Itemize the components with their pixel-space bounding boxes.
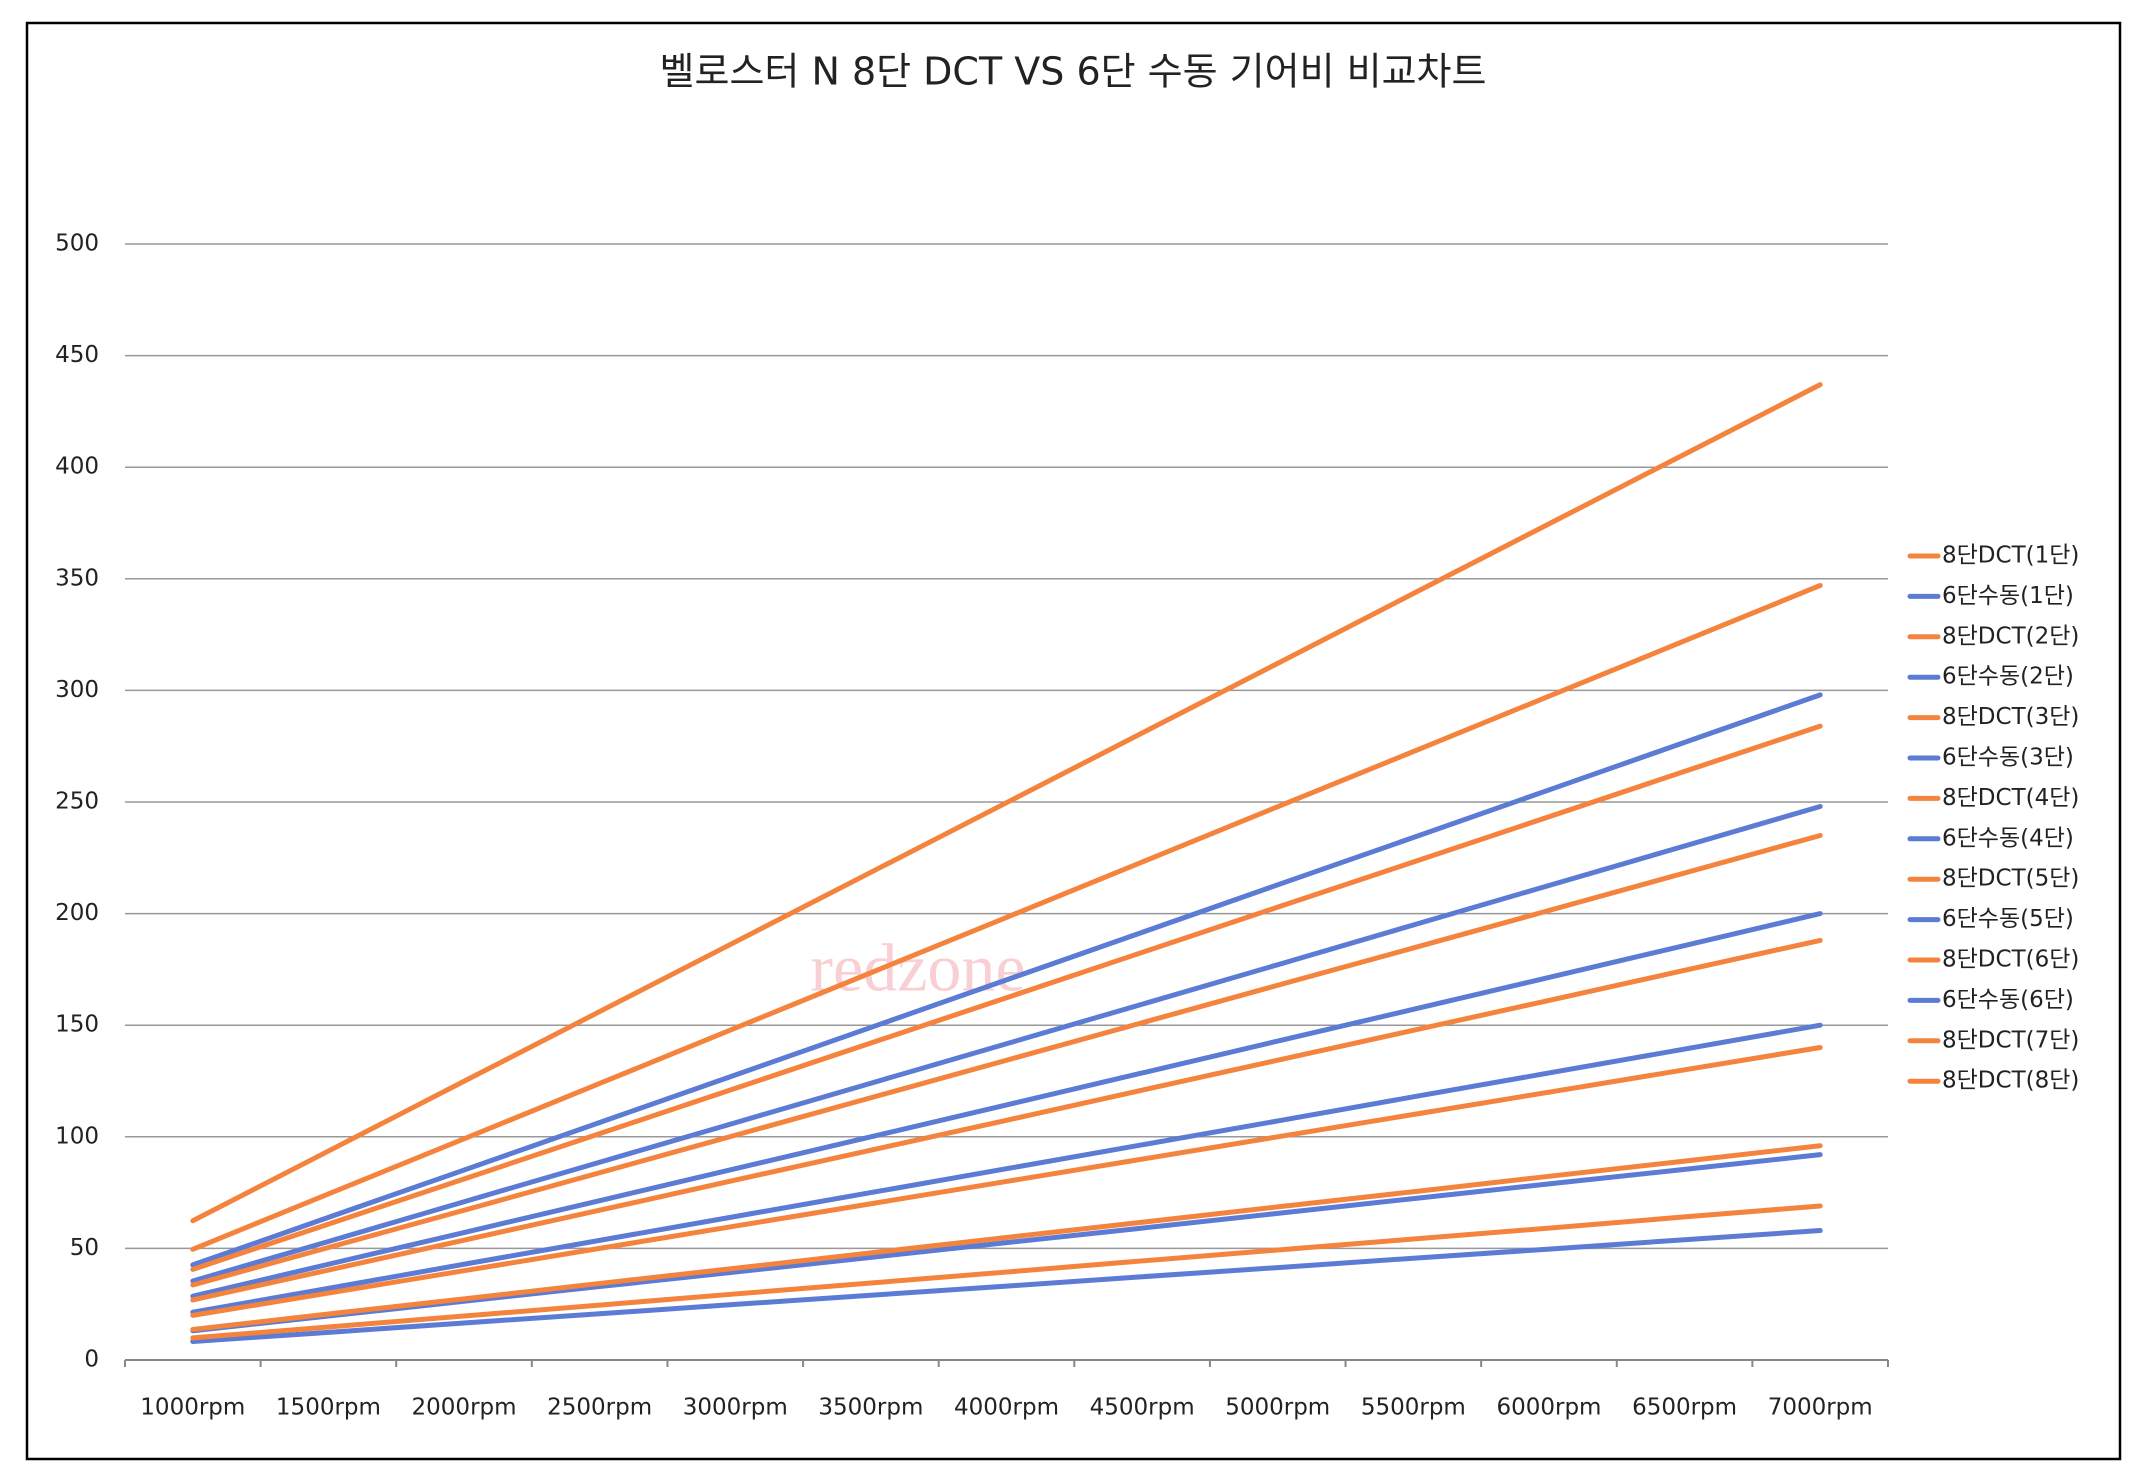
chart-title: 벨로스터 N 8단 DCT VS 6단 수동 기어비 비교차트: [660, 50, 1487, 94]
x-tick-label: 6000rpm: [1496, 1395, 1601, 1421]
x-tick-label: 1500rpm: [276, 1395, 381, 1421]
x-tick-label: 2000rpm: [412, 1395, 517, 1421]
y-tick-label: 500: [55, 231, 99, 257]
series-line: [190, 1143, 1823, 1332]
series-line: [190, 582, 1823, 1252]
legend-label: 8단DCT(5단): [1942, 866, 2079, 892]
x-tick-label: 1000rpm: [140, 1395, 245, 1421]
x-tick-label: 5500rpm: [1361, 1395, 1466, 1421]
y-tick-label: 400: [55, 454, 99, 480]
y-tick-label: 450: [55, 342, 99, 368]
x-tick-label: 3500rpm: [818, 1395, 923, 1421]
legend-label: 6단수동(3단): [1942, 745, 2074, 771]
series-line: [190, 382, 1823, 1224]
legend-label: 8단DCT(4단): [1942, 785, 2079, 811]
legend-label: 6단수동(5단): [1942, 906, 2074, 932]
legend-label: 6단수동(6단): [1942, 987, 2074, 1013]
x-tick-label: 3000rpm: [683, 1395, 788, 1421]
y-tick-label: 200: [55, 900, 99, 926]
legend-label: 8단DCT(8단): [1942, 1068, 2079, 1094]
x-tick-label: 7000rpm: [1768, 1395, 1873, 1421]
x-tick-label: 4000rpm: [954, 1395, 1059, 1421]
legend-label: 6단수동(2단): [1942, 664, 2074, 690]
x-tick-label: 5000rpm: [1225, 1395, 1330, 1421]
legend-label: 8단DCT(1단): [1942, 543, 2079, 569]
x-tick-label: 2500rpm: [547, 1395, 652, 1421]
series-line: [190, 1203, 1823, 1341]
y-tick-label: 300: [55, 677, 99, 703]
y-tick-label: 150: [55, 1012, 99, 1038]
y-tick-label: 350: [55, 565, 99, 591]
y-tick-label: 250: [55, 789, 99, 815]
y-tick-label: 0: [84, 1347, 99, 1373]
series-line: [190, 1045, 1823, 1318]
legend-label: 8단DCT(3단): [1942, 704, 2079, 730]
series-line: [190, 1022, 1823, 1315]
x-tick-label: 4500rpm: [1090, 1395, 1195, 1421]
y-tick-label: 100: [55, 1123, 99, 1149]
series-line: [190, 832, 1823, 1288]
legend-label: 6단수동(4단): [1942, 825, 2074, 851]
legend-label: 8단DCT(2단): [1942, 623, 2079, 649]
series-line: [190, 937, 1823, 1303]
series-line: [190, 911, 1823, 1299]
x-tick-label: 6500rpm: [1632, 1395, 1737, 1421]
y-tick-label: 50: [70, 1235, 99, 1261]
series-line: [190, 723, 1823, 1272]
legend-label: 6단수동(1단): [1942, 583, 2074, 609]
series-line: [190, 803, 1823, 1284]
series-line: [190, 1228, 1823, 1344]
legend-label: 8단DCT(6단): [1942, 947, 2079, 973]
series-line: [190, 692, 1823, 1268]
legend-label: 8단DCT(7단): [1942, 1027, 2079, 1053]
watermark: redzone: [810, 930, 1025, 1006]
